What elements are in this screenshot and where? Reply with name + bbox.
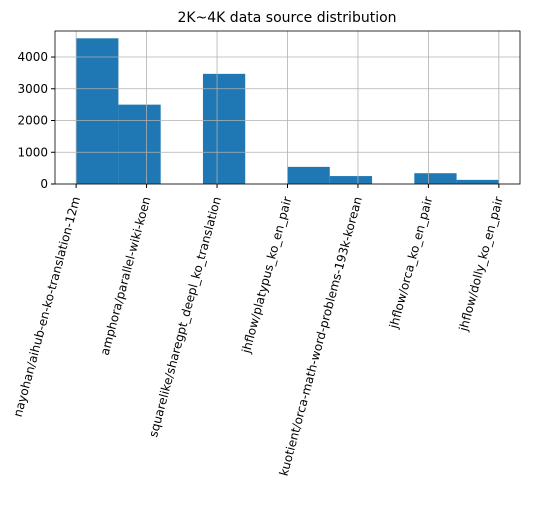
bar — [287, 166, 330, 184]
x-tick-label: jhflow/orca_ko_en_pair — [386, 195, 435, 331]
x-tick-label: squarelike/sharegpt_deepl_ko_translation — [146, 195, 224, 439]
bar — [118, 104, 161, 184]
y-tick-label: 0 — [40, 177, 48, 191]
x-tick-label: kuotient/orca-math-word-problems-193k-ko… — [277, 195, 365, 477]
axes-frame — [54, 30, 521, 185]
bar — [329, 176, 373, 184]
bar — [76, 38, 119, 185]
x-tick-label: nayohan/aihub-en-ko-translation-12m — [11, 195, 83, 418]
x-tick-label: amphora/parallel-wiki-koen — [98, 195, 154, 357]
bar — [414, 173, 457, 184]
bar — [202, 73, 246, 184]
y-tick-label: 1000 — [17, 145, 48, 159]
y-tick-label: 3000 — [17, 82, 48, 96]
y-tick-label: 2000 — [17, 114, 48, 128]
chart-title: 2K~4K data source distribution — [177, 10, 396, 26]
bar — [456, 179, 499, 184]
y-tick-label: 4000 — [17, 50, 48, 64]
x-tick-label: jhflow/dolly_ko_en_pair — [456, 195, 506, 333]
x-tick-label: jhflow/platypus_ko_en_pair — [239, 195, 295, 356]
